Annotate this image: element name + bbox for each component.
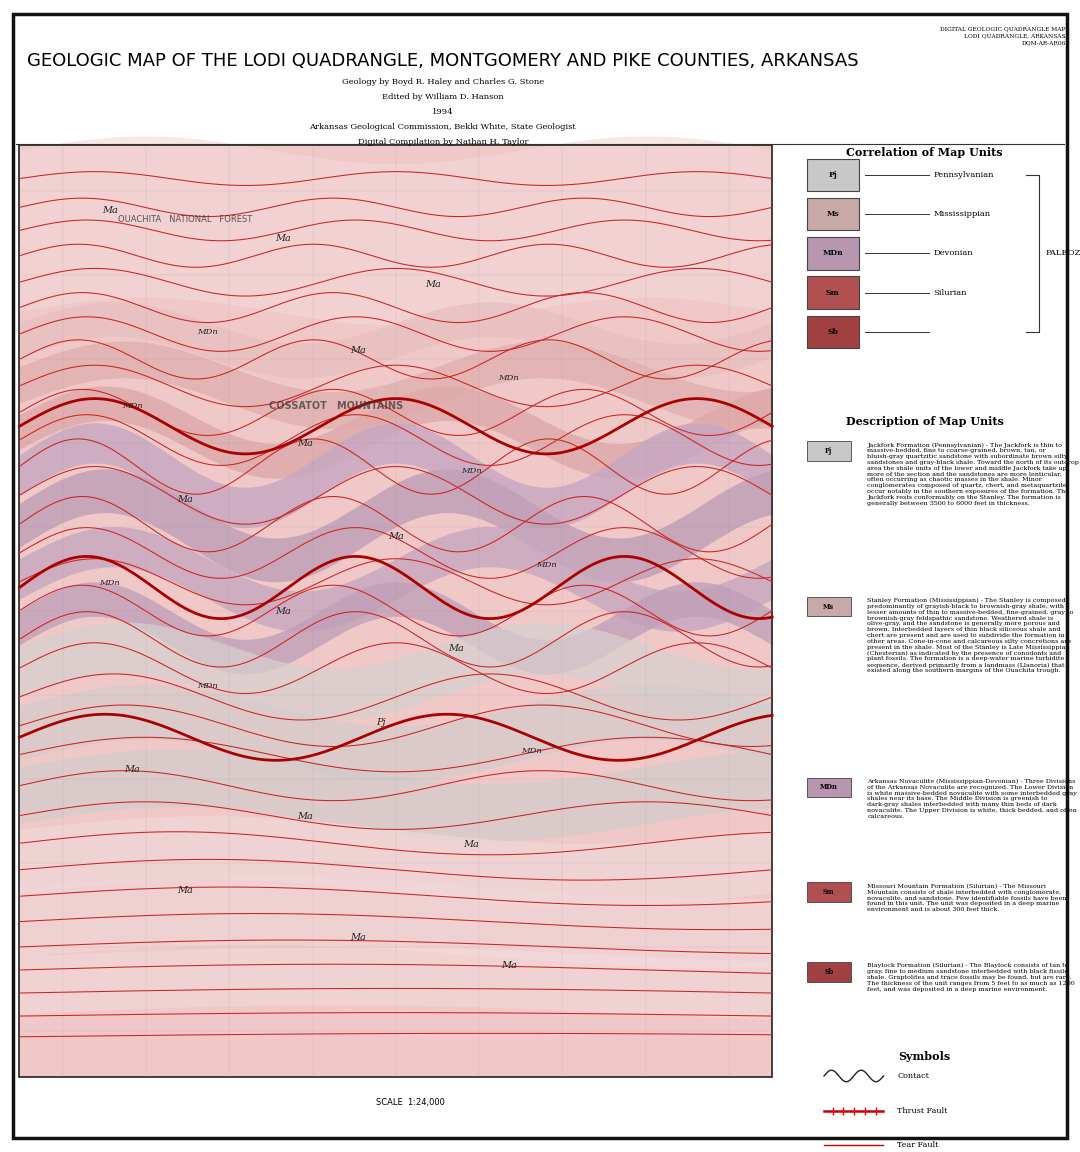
- Text: Arkansas Novaculite (Mississippian-Devonian) - Three Divisions of the Arkansas N: Arkansas Novaculite (Mississippian-Devon…: [867, 779, 1077, 819]
- Text: Ma: Ma: [124, 765, 140, 774]
- Text: GEOLOGIC MAP OF THE LODI QUADRANGLE, MONTGOMERY AND PIKE COUNTIES, ARKANSAS: GEOLOGIC MAP OF THE LODI QUADRANGLE, MON…: [27, 52, 859, 70]
- Text: Digital Compilation by Nathan H. Taylor: Digital Compilation by Nathan H. Taylor: [357, 138, 528, 146]
- Bar: [807, 237, 859, 270]
- Text: Ma: Ma: [275, 234, 291, 243]
- Text: Ms: Ms: [823, 602, 835, 611]
- Text: Pj: Pj: [376, 719, 386, 727]
- Text: PALEOZOIC: PALEOZOIC: [1045, 250, 1080, 257]
- Text: Edited by William D. Hanson: Edited by William D. Hanson: [382, 93, 503, 101]
- Text: MDn: MDn: [461, 468, 482, 476]
- Bar: [807, 159, 859, 191]
- Bar: [807, 276, 859, 309]
- Text: MDn: MDn: [498, 374, 519, 382]
- Text: Mississippian: Mississippian: [933, 211, 990, 218]
- Text: MDn: MDn: [536, 561, 557, 569]
- Text: Ma: Ma: [388, 532, 404, 541]
- Text: MDn: MDn: [122, 402, 143, 410]
- Text: Arkansas Geological Commission, Bekki White, State Geologist: Arkansas Geological Commission, Bekki Wh…: [310, 123, 576, 131]
- Bar: [807, 441, 851, 461]
- Text: MDn: MDn: [822, 250, 843, 257]
- Text: Sm: Sm: [826, 289, 839, 296]
- Text: Ma: Ma: [298, 812, 313, 820]
- Text: Sb: Sb: [824, 968, 834, 976]
- Text: Ma: Ma: [448, 644, 464, 653]
- Bar: [807, 882, 851, 902]
- Text: Ma: Ma: [501, 961, 516, 970]
- Text: Missouri Mountain Formation (Silurian) - The Missouri Mountain consists of shale: Missouri Mountain Formation (Silurian) -…: [867, 884, 1067, 912]
- Text: Ma: Ma: [426, 280, 442, 289]
- Text: Ms: Ms: [826, 211, 839, 218]
- Text: Ma: Ma: [102, 206, 118, 215]
- Text: Geology by Boyd R. Haley and Charles G. Stone: Geology by Boyd R. Haley and Charles G. …: [341, 78, 544, 86]
- Text: Blaylock Formation (Silurian) - The Blaylock consists of tan to gray, fine to me: Blaylock Formation (Silurian) - The Blay…: [867, 963, 1075, 992]
- Bar: [807, 316, 859, 348]
- Text: MDn: MDn: [198, 327, 218, 335]
- Text: OUACHITA   NATIONAL   FOREST: OUACHITA NATIONAL FOREST: [118, 215, 252, 225]
- Text: Sm: Sm: [823, 888, 835, 896]
- Text: Ma: Ma: [275, 607, 291, 615]
- Text: MDn: MDn: [521, 746, 542, 755]
- Text: Pennsylvanian: Pennsylvanian: [933, 172, 994, 179]
- Text: SCALE  1:24,000: SCALE 1:24,000: [376, 1098, 445, 1107]
- Bar: [807, 597, 851, 616]
- Text: Pj: Pj: [828, 172, 837, 179]
- Bar: [807, 962, 851, 982]
- Text: Silurian: Silurian: [933, 289, 967, 296]
- Text: MDn: MDn: [820, 783, 838, 791]
- Text: Stanley Formation (Mississippian) - The Stanley is composed predominantly of gra: Stanley Formation (Mississippian) - The …: [867, 598, 1074, 674]
- Text: Ma: Ma: [463, 840, 480, 849]
- Text: Pj: Pj: [825, 447, 833, 455]
- Text: Ma: Ma: [177, 886, 193, 895]
- Text: Ma: Ma: [298, 439, 313, 448]
- Text: Ma: Ma: [350, 346, 366, 355]
- Text: Thrust Fault: Thrust Fault: [897, 1107, 948, 1114]
- Bar: [807, 198, 859, 230]
- Bar: [19, 145, 772, 1077]
- Text: DIGITAL GEOLOGIC QUADRANGLE MAP
LODI QUADRANGLE, ARKANSAS
DQM-AR-AR06: DIGITAL GEOLOGIC QUADRANGLE MAP LODI QUA…: [941, 26, 1066, 45]
- Text: Symbols: Symbols: [899, 1051, 950, 1062]
- Text: Tear Fault: Tear Fault: [897, 1142, 939, 1149]
- Text: Jackfork Formation (Pennsylvanian) - The Jackfork is thin to massive-bedded, fin: Jackfork Formation (Pennsylvanian) - The…: [867, 442, 1079, 506]
- Bar: [807, 778, 851, 797]
- Text: MDn: MDn: [99, 579, 120, 588]
- Text: Sb: Sb: [827, 328, 838, 335]
- Text: Ma: Ma: [350, 933, 366, 942]
- Text: MDn: MDn: [198, 682, 218, 690]
- Text: Description of Map Units: Description of Map Units: [846, 416, 1003, 427]
- Text: Correlation of Map Units: Correlation of Map Units: [846, 147, 1003, 159]
- Text: Ma: Ma: [177, 495, 193, 503]
- Text: COSSATOT   MOUNTAINS: COSSATOT MOUNTAINS: [269, 401, 403, 411]
- Bar: [19, 145, 772, 1077]
- Text: Contact: Contact: [897, 1073, 930, 1079]
- Text: Devonian: Devonian: [933, 250, 973, 257]
- Text: 1994: 1994: [432, 108, 454, 116]
